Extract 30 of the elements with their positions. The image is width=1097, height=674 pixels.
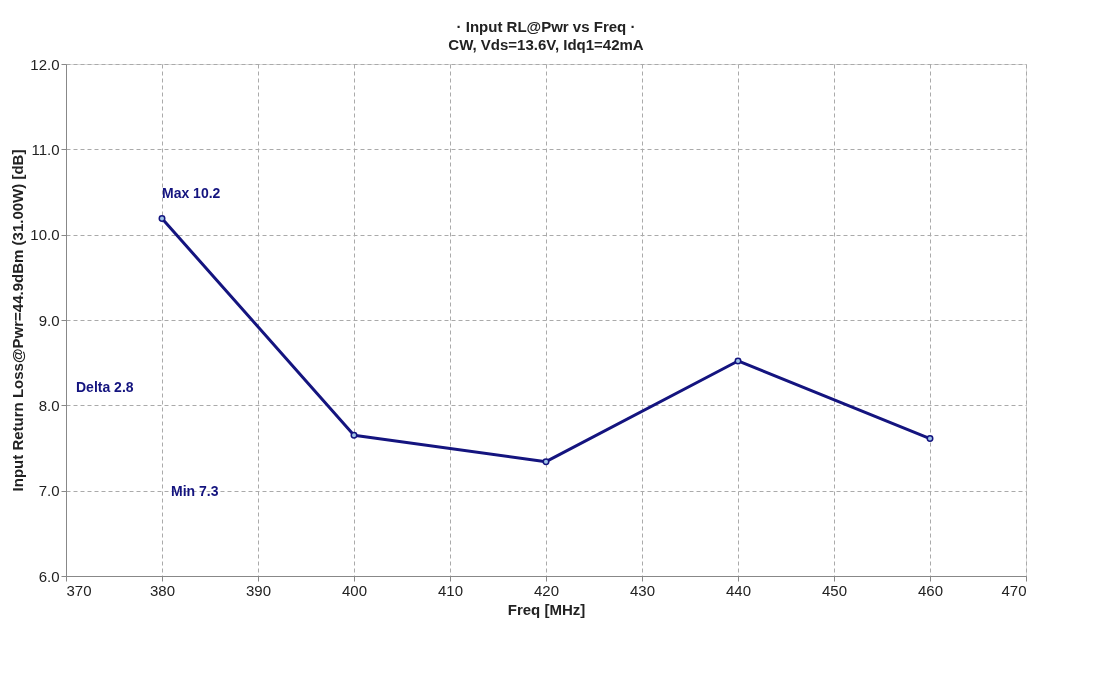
annotation: Delta 2.8 [76,379,134,395]
x-tick-label: 380 [149,581,176,599]
point [350,431,358,439]
y-tick-label: 7.0 [38,482,60,500]
x-axis-title: Freq [MHz] [507,600,586,618]
annotation: Max 10.2 [162,185,221,202]
x-tick-label: 460 [917,581,944,599]
y-tick-label: 11.0 [31,140,60,158]
point [158,214,166,222]
y-tick-label: 6.0 [38,567,60,585]
x-tick-label: 440 [725,581,752,599]
y-tick-label: 12.0 [30,55,60,73]
point [734,357,742,365]
x-tick-label: 410 [437,581,464,599]
x-tick-label: 450 [821,581,848,599]
x-tick-label: 430 [629,581,656,599]
y-tick-label: 9.0 [38,311,60,329]
point [926,435,934,443]
chart-title: · Input RL@Pwr vs Freq · [456,18,636,35]
point [542,458,550,466]
x-tick-label: 420 [533,581,560,599]
y-tick-label: 10.0 [30,226,60,244]
y-tick-label: 8.0 [38,396,60,414]
x-tick-label: 470 [1001,581,1027,599]
x-tick-label: 390 [245,581,272,599]
chart-subtitle: CW, Vds=13.6V, Idq1=42mA [448,36,644,53]
annotation: Min 7.3 [171,483,219,499]
y-axis-title: Input Return Loss@Pwr=44.9dBm (31.00W) [dB] [9,149,27,492]
x-tick-label: 400 [341,581,368,599]
x-tick-label: 370 [66,581,92,599]
